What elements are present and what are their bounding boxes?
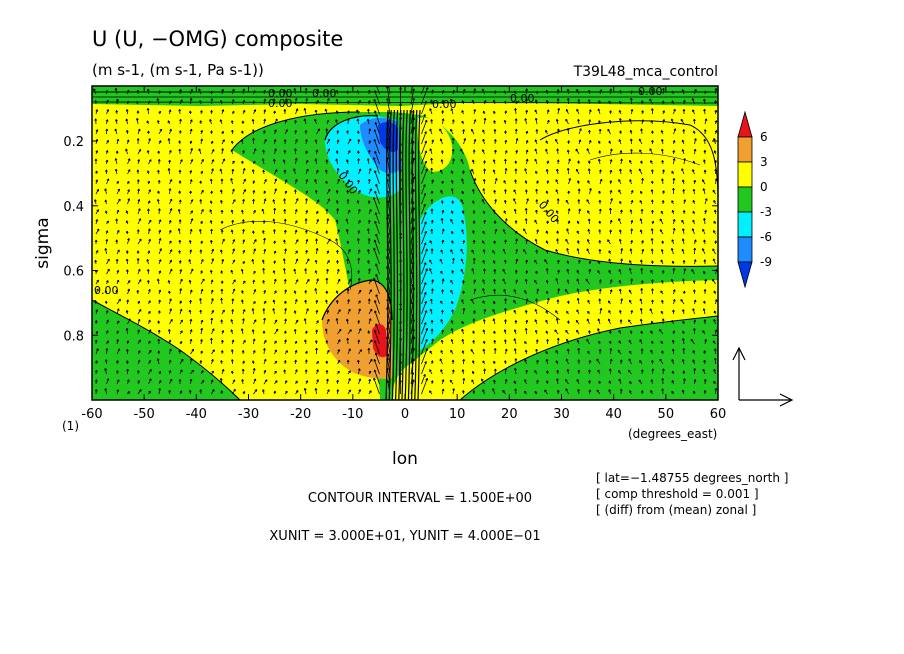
reference-vector xyxy=(732,346,794,407)
colorbar-label: 0 xyxy=(760,180,768,194)
contour-interval-text: CONTOUR INTERVAL = 1.500E+00 xyxy=(308,491,532,506)
y-tick-label: 0.8 xyxy=(63,329,84,344)
shade-orange xyxy=(322,280,392,379)
contour-label: 0.00 xyxy=(312,87,337,100)
colorbar-swatch xyxy=(737,261,753,289)
x-tick-label: 50 xyxy=(658,407,675,422)
colorbar-swatch xyxy=(737,136,753,163)
note-threshold: [ comp threshold = 0.001 ] xyxy=(596,487,759,501)
colorbar-label: 3 xyxy=(760,155,768,169)
y-axis: 0.2 0.4 0.6 0.8 xyxy=(63,135,718,344)
x-tick-label: 30 xyxy=(553,407,570,422)
experiment-label: T39L48_mca_control xyxy=(573,64,718,80)
contour-label: 0.00 xyxy=(268,87,293,100)
x-tick-label: -60 xyxy=(81,407,102,422)
contour-label: 0.00 xyxy=(94,284,119,297)
x-axis-title: lon xyxy=(392,449,418,469)
y-tick-label: 0.4 xyxy=(63,200,84,215)
colorbar-swatch xyxy=(737,236,753,263)
shade-green-lowerleft xyxy=(92,300,240,400)
colorbar-label: -3 xyxy=(760,205,772,219)
x-tick-label: -50 xyxy=(134,407,155,422)
vector-field xyxy=(93,86,718,395)
shade-green-lowerright xyxy=(460,316,718,400)
x-tick-label: -10 xyxy=(342,407,363,422)
x-units-label: (degrees_east) xyxy=(628,427,717,441)
x-tick-label: -40 xyxy=(186,407,207,422)
chart-subtitle: (m s-1, (m s-1, Pa s-1)) xyxy=(92,61,264,79)
y-tick-label: 0.2 xyxy=(63,135,84,150)
colorbar-swatch xyxy=(737,110,753,138)
colorbar-swatch xyxy=(737,211,753,238)
x-tick-label: -20 xyxy=(290,407,311,422)
panel-label: (1) xyxy=(62,419,79,433)
x-tick-label: 10 xyxy=(449,407,466,422)
contour-label: 0.00 xyxy=(432,98,457,111)
x-tick-label: 40 xyxy=(605,407,622,422)
contour-label: 0.00 xyxy=(638,85,663,98)
chart-title: U (U, −OMG) composite xyxy=(92,27,343,51)
note-lat: [ lat=−1.48755 degrees_north ] xyxy=(596,471,788,485)
x-tick-label: 20 xyxy=(501,407,518,422)
x-tick-label: -30 xyxy=(238,407,259,422)
shade-red xyxy=(372,324,388,358)
plot-area: 0.00 0.00 0.00 0.00 0.00 0.00 0.00 0.00 … xyxy=(92,85,718,400)
y-tick-label: 0.6 xyxy=(63,265,84,280)
x-tick-label: 60 xyxy=(710,407,727,422)
colorbar-swatch xyxy=(737,161,753,188)
x-tick-label: 0 xyxy=(401,407,409,422)
note-diff: [ (diff) from (mean) zonal ] xyxy=(596,503,756,517)
colorbar-label: -6 xyxy=(760,230,772,244)
contour-lines xyxy=(92,91,718,400)
contour-label-group: 0.00 0.00 0.00 0.00 0.00 0.00 0.00 0.00 … xyxy=(94,85,663,297)
y-axis-title: sigma xyxy=(33,217,53,268)
shade-yellow-right xyxy=(533,120,718,263)
colorbar-label: -9 xyxy=(760,255,772,269)
contour-label: 0.00 xyxy=(268,97,293,110)
contour-label: 0.00 xyxy=(510,92,535,105)
colorbar: 6 3 0 -3 -6 -9 xyxy=(737,110,772,289)
colorbar-swatch xyxy=(737,186,753,213)
shade-yellow-topcenter xyxy=(417,117,453,172)
colorbar-label: 6 xyxy=(760,130,768,144)
vector-units-text: XUNIT = 3.000E+01, YUNIT = 4.000E−01 xyxy=(269,529,540,544)
x-axis: -60 -50 -40 -30 -20 -10 0 10 20 30 40 50 60 xyxy=(81,86,726,422)
